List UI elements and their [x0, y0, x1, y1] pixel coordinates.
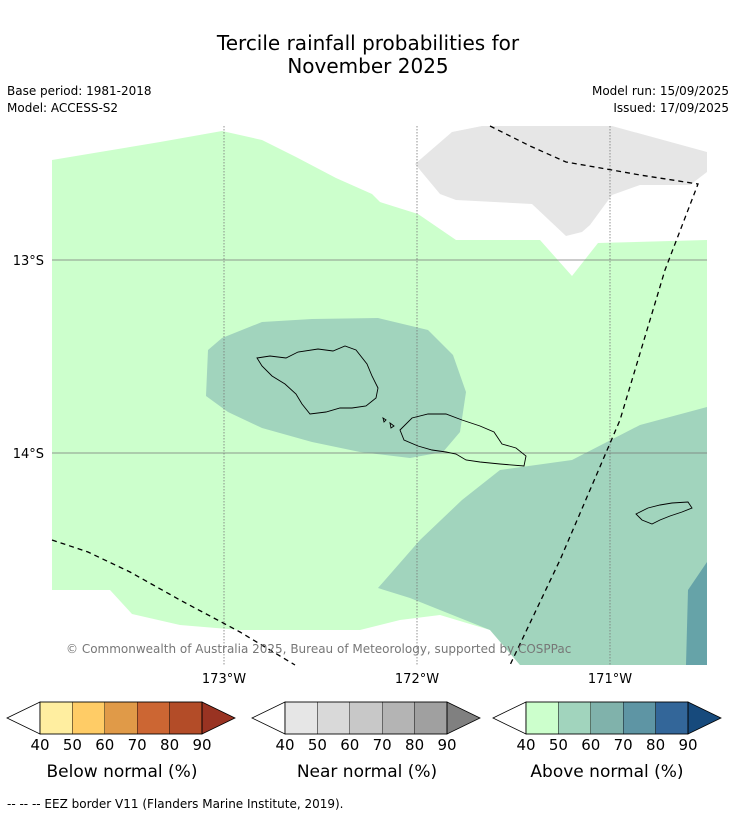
chart-title-line2: November 2025 — [287, 54, 449, 78]
tutuila-island — [635, 501, 693, 525]
colorbar-min-extend — [492, 701, 527, 735]
colorbar-title-near: Near normal (%) — [296, 762, 438, 782]
coastlines — [256, 345, 693, 525]
colorbar-swatch — [414, 701, 448, 735]
colorbar-max-extend — [687, 701, 722, 735]
eez-legend-note: -- -- -- EEZ border V11 (Flanders Marine… — [7, 797, 344, 811]
colorbar-swatch — [104, 701, 138, 735]
colorbar-title-above: Above normal (%) — [530, 762, 684, 782]
colorbar-min-extend — [6, 701, 41, 735]
colorbar-tick-label: 60 — [581, 736, 600, 754]
upolu-island — [399, 413, 527, 467]
eez-border-west — [51, 539, 296, 666]
colorbar-tick-label: 80 — [160, 736, 179, 754]
apolima-islet — [389, 421, 395, 429]
colorbar-tick-label: 90 — [678, 736, 697, 754]
map-figure: 13°S 14°S 173°W 172°W 171°W © Commonweal… — [13, 125, 707, 687]
colorbar-swatch — [623, 701, 656, 735]
model-label: Model: ACCESS-S2 — [7, 101, 119, 115]
colorbar-swatch — [284, 701, 318, 735]
colorbar-max-extend — [201, 701, 236, 735]
colorbar-swatch — [169, 701, 203, 735]
model-run-label: Model run: 15/09/2025 — [591, 84, 729, 98]
colorbar-tick-label: 50 — [308, 736, 327, 754]
colorbar-swatch — [525, 701, 559, 735]
savaii-island — [256, 345, 379, 415]
colorbar-tick-label: 50 — [549, 736, 568, 754]
copyright-notice: © Commonwealth of Australia 2025, Bureau… — [66, 642, 571, 656]
lat-label-14s: 14°S — [13, 447, 44, 462]
colorbar-min-extend — [251, 701, 286, 735]
colorbar-legend: 40 50 60 70 80 90 40 50 60 70 80 90 40 50 60 70 80 90 — [6, 701, 722, 754]
colorbar-swatch — [317, 701, 350, 735]
colorbar-tick-label: 40 — [275, 736, 294, 754]
base-period-label: Base period: 1981-2018 — [7, 84, 152, 98]
lon-label-171w: 171°W — [588, 672, 632, 687]
above-normal-60-region-southeast — [378, 407, 707, 665]
colorbar-swatch — [558, 701, 592, 735]
colorbar-tick-label: 60 — [340, 736, 359, 754]
chart-title-line1: Tercile rainfall probabilities for — [216, 31, 520, 55]
colorbar-swatch — [382, 701, 415, 735]
colorbar-tick-label: 90 — [437, 736, 456, 754]
colorbar-max-extend — [446, 701, 481, 735]
colorbar-tick-label: 50 — [63, 736, 82, 754]
above-normal-80-region — [686, 562, 707, 665]
colorbar-swatch — [72, 701, 106, 735]
colorbar-swatch — [39, 701, 73, 735]
colorbar-tick-label: 80 — [646, 736, 665, 754]
above-normal-60-region-samoa — [206, 318, 466, 458]
colorbar-outline — [525, 701, 689, 735]
lon-label-172w: 172°W — [395, 672, 439, 687]
map-gridlines — [52, 126, 707, 665]
colorbar-outline — [39, 701, 203, 735]
colorbar-outline — [284, 701, 448, 735]
colorbar-swatch — [655, 701, 689, 735]
lon-label-173w: 173°W — [202, 672, 246, 687]
colorbar-swatch — [136, 701, 170, 735]
colorbar-tick-label: 60 — [95, 736, 114, 754]
colorbar-swatch — [590, 701, 624, 735]
colorbar-swatch — [349, 701, 383, 735]
near-normal-40-region — [415, 126, 707, 236]
colorbar-tick-label: 90 — [192, 736, 211, 754]
colorbar-tick-label: 70 — [373, 736, 392, 754]
eez-border-east — [489, 125, 699, 666]
colorbar-tick-label: 80 — [405, 736, 424, 754]
manono-islet — [382, 416, 387, 423]
colorbar-tick-label: 40 — [516, 736, 535, 754]
colorbar-above-normal: 40 50 60 70 80 90 — [492, 701, 722, 754]
colorbar-title-below: Below normal (%) — [46, 762, 198, 782]
eez-borders — [51, 125, 699, 666]
issued-label: Issued: 17/09/2025 — [613, 101, 729, 115]
lat-label-13s: 13°S — [13, 254, 44, 269]
colorbar-near-normal: 40 50 60 70 80 90 — [251, 701, 481, 754]
colorbar-tick-label: 70 — [128, 736, 147, 754]
colorbar-tick-label: 40 — [30, 736, 49, 754]
colorbar-below-normal: 40 50 60 70 80 90 — [6, 701, 236, 754]
colorbar-tick-label: 70 — [614, 736, 633, 754]
